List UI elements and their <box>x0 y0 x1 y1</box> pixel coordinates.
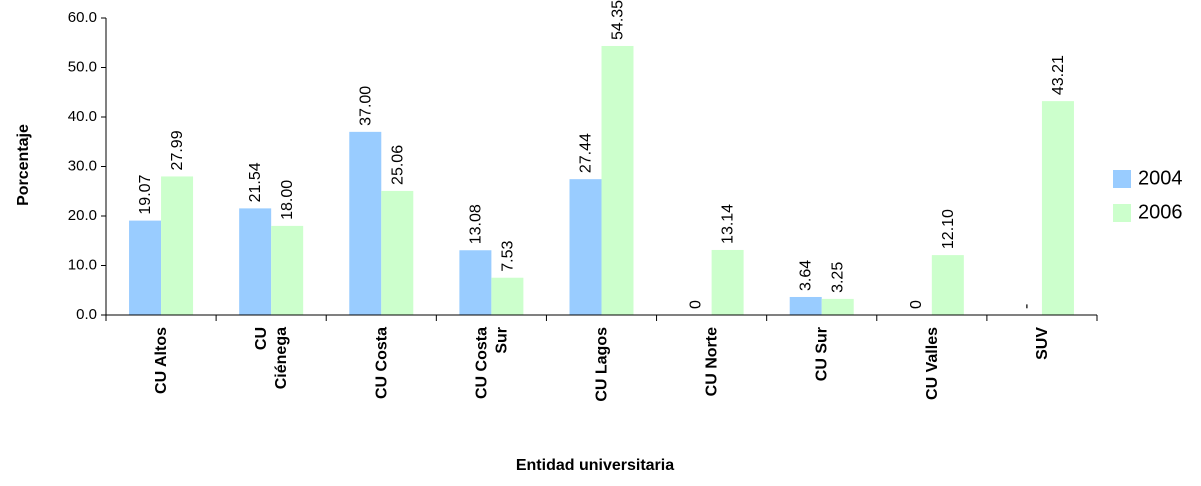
bar-2006-0 <box>161 176 194 315</box>
data-label-2004-6: 3.64 <box>798 260 815 291</box>
y-axis-title: Porcentaje <box>15 124 32 206</box>
x-category-label: Sur <box>493 327 510 354</box>
bar-2006-2 <box>381 190 414 315</box>
legend: 2004 2006 <box>1113 167 1183 223</box>
data-label-2004-1: 21.54 <box>247 162 264 202</box>
data-label-2006-0: 27.99 <box>169 130 186 170</box>
x-axis: CU Altos CU Ciénega CU Costa CU Costa Sur CU L… <box>105 314 1098 402</box>
bar-2004-3 <box>459 250 492 315</box>
legend-swatch-2006 <box>1113 204 1131 222</box>
bar-2004-0 <box>129 220 162 315</box>
bar-2006-4 <box>601 45 634 315</box>
x-category-label: CU Sur <box>814 327 831 381</box>
data-label-2006-1: 18.00 <box>279 180 296 220</box>
bar-2004-6 <box>789 296 822 315</box>
data-label-2006-7: 12.10 <box>940 209 957 249</box>
x-category-label: CU Valles <box>924 327 941 400</box>
legend-swatch-2004 <box>1113 170 1131 188</box>
bar-2006-8 <box>1041 101 1074 315</box>
data-label-2006-4: 54.35 <box>610 0 627 40</box>
data-label-2004-8: - <box>1018 304 1035 309</box>
bar-2006-3 <box>491 277 524 315</box>
legend-label-2006: 2006 <box>1138 201 1183 223</box>
bar-2006-5 <box>711 249 744 315</box>
data-label-2004-0: 19.07 <box>137 174 154 214</box>
data-label-2004-7: 0 <box>908 300 925 309</box>
data-label-2006-8: 43.21 <box>1050 55 1067 95</box>
y-tick-label: 40.0 <box>68 108 97 125</box>
data-label-2004-3: 13.08 <box>467 204 484 244</box>
data-label-2004-4: 27.44 <box>578 133 595 173</box>
y-tick-label: 60.0 <box>68 9 97 26</box>
x-category-label: CU Lagos <box>594 327 611 402</box>
bar-2004-4 <box>569 179 602 315</box>
y-tick-label: 50.0 <box>68 58 97 75</box>
data-label-2004-2: 37.00 <box>357 86 374 126</box>
data-label-2006-5: 13.14 <box>720 204 737 244</box>
x-category-label: CU <box>253 327 270 350</box>
x-category-label: SUV <box>1034 327 1051 360</box>
x-category-label: CU Norte <box>704 327 721 396</box>
data-label-2006-6: 3.25 <box>830 262 847 293</box>
data-label-2004-5: 0 <box>688 300 705 309</box>
data-labels-group: 19.07 21.54 37.00 13.08 27.44 0 3.64 0 - 27.99 18.… <box>137 0 1067 309</box>
bar-2006-1 <box>271 225 304 315</box>
x-category-label: CU Costa <box>373 327 390 399</box>
x-category-label: CU Costa <box>473 327 490 399</box>
data-label-2006-2: 25.06 <box>389 145 406 185</box>
bars-group <box>129 45 1074 315</box>
data-label-2006-3: 7.53 <box>499 240 516 271</box>
x-category-label: CU Altos <box>153 327 170 394</box>
y-tick-label: 30.0 <box>68 157 97 174</box>
bar-2006-7 <box>931 255 964 315</box>
bar-2006-6 <box>821 298 854 315</box>
legend-label-2004: 2004 <box>1138 167 1183 189</box>
bar-2004-1 <box>239 208 272 315</box>
bar-2004-2 <box>349 131 382 315</box>
x-axis-title: Entidad universitaria <box>516 457 674 474</box>
y-tick-label: 10.0 <box>68 256 97 273</box>
x-category-label: Ciénega <box>273 327 290 389</box>
y-tick-label: 0.0 <box>76 306 97 323</box>
y-axis: 0.0 10.0 20.0 30.0 40.0 50.0 60.0 <box>68 9 107 323</box>
y-tick-label: 20.0 <box>68 207 97 224</box>
